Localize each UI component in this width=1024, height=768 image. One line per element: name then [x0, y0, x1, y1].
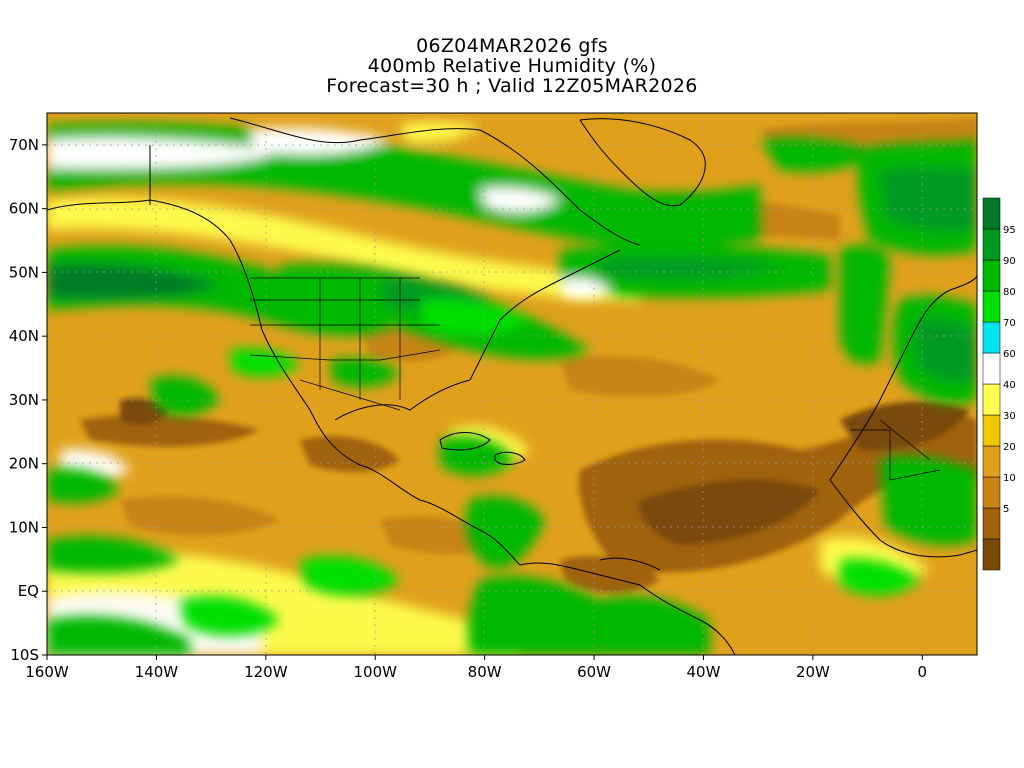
- lat-tick-label: 40N: [9, 327, 39, 345]
- lat-tick-label: 50N: [9, 263, 39, 281]
- lat-tick-label: EQ: [18, 582, 39, 600]
- colorbar-swatch: [982, 259, 1001, 292]
- colorbar-label: 30: [1003, 411, 1016, 422]
- lon-tick-label: 160W: [25, 663, 69, 681]
- title-valid-time: Forecast=30 h ; Valid 12Z05MAR2026: [326, 75, 698, 97]
- lon-tick-label: 140W: [135, 663, 179, 681]
- colorbar-label: 10: [1003, 473, 1016, 484]
- coastlines: [47, 117, 977, 655]
- title-variable: 400mb Relative Humidity (%): [367, 55, 657, 77]
- colorbar-swatch: [982, 507, 1001, 540]
- title-run-info: 06Z04MAR2026 gfs: [416, 35, 608, 57]
- colorbar-swatch: [982, 476, 1001, 509]
- humidity-field: [47, 113, 977, 655]
- lat-tick-label: 20N: [9, 455, 39, 473]
- lon-tick-label: 20W: [796, 663, 830, 681]
- colorbar-swatch: [982, 197, 1001, 230]
- lon-tick-label: 60W: [577, 663, 611, 681]
- colorbar-label: 60: [1003, 349, 1016, 360]
- lat-tick-label: 70N: [9, 136, 39, 154]
- lat-tick-label: 10S: [10, 646, 39, 664]
- longitude-axis: 160W 140W 120W 100W 80W 60W 40W 20W 0: [25, 655, 927, 681]
- latitude-axis: 70N 60N 50N 40N 30N 20N 10N EQ 10S: [9, 136, 47, 664]
- colorbar-label: 95: [1003, 225, 1016, 236]
- graticule: [47, 113, 977, 655]
- lat-tick-label: 10N: [9, 518, 39, 536]
- colorbar-swatch: [982, 228, 1001, 261]
- map-title: 06Z04MAR2026 gfs 400mb Relative Humidity…: [0, 36, 1024, 96]
- lon-tick-label: 120W: [244, 663, 288, 681]
- colorbar-label: 20: [1003, 442, 1016, 453]
- colorbar-swatch: [982, 414, 1001, 447]
- lon-tick-label: 0: [918, 663, 928, 681]
- colorbar-label: 5: [1003, 504, 1009, 515]
- lat-tick-label: 60N: [9, 200, 39, 218]
- lon-tick-label: 80W: [468, 663, 502, 681]
- colorbar-swatch: [982, 383, 1001, 416]
- colorbar-swatch: [982, 290, 1001, 323]
- plot-frame: [46, 112, 978, 656]
- colorbar-swatch: [982, 321, 1001, 354]
- colorbar-swatch: [982, 445, 1001, 478]
- lon-tick-label: 100W: [354, 663, 398, 681]
- colorbar-swatch: [982, 538, 1001, 571]
- lat-tick-label: 30N: [9, 391, 39, 409]
- lon-tick-label: 40W: [687, 663, 721, 681]
- borders: [249, 277, 941, 481]
- colorbar-label: 80: [1003, 287, 1016, 298]
- colorbar-label: 90: [1003, 256, 1016, 267]
- colorbar-swatch: [982, 352, 1001, 385]
- colorbar: 5 10 20 30 40 60 70 80 90 95: [982, 197, 1016, 571]
- colorbar-label: 70: [1003, 318, 1016, 329]
- colorbar-label: 40: [1003, 380, 1016, 391]
